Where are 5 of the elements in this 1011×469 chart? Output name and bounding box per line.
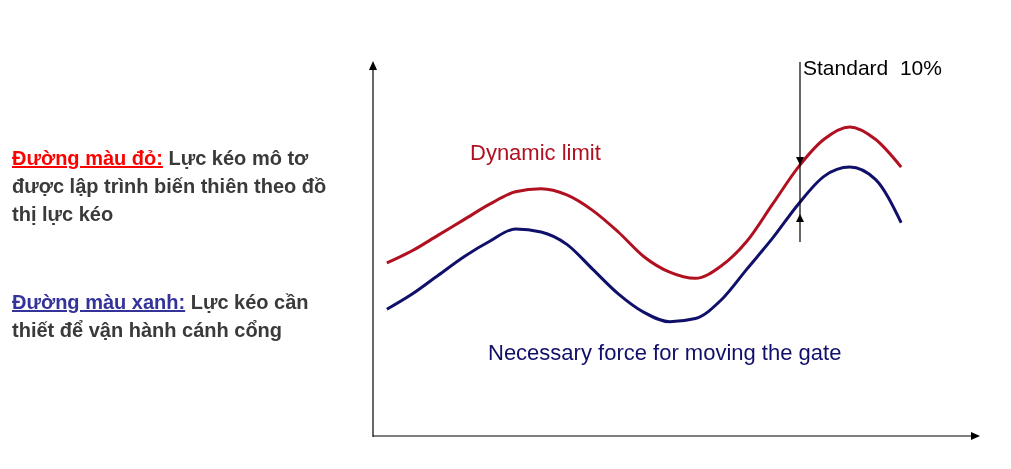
text: Đường màu xanh: Lực kéo cần thiết để vận hành cánh cổng [12,290,310,343]
series-label: Dynamic limit [470,140,601,166]
series-label: Necessary force for moving the gate [488,340,842,366]
text: Đường màu đỏ: Lực kéo mô tơ được lập trình biến thiên theo đồ thị lực kéo [12,146,328,227]
text: Standard 10% [803,56,942,80]
